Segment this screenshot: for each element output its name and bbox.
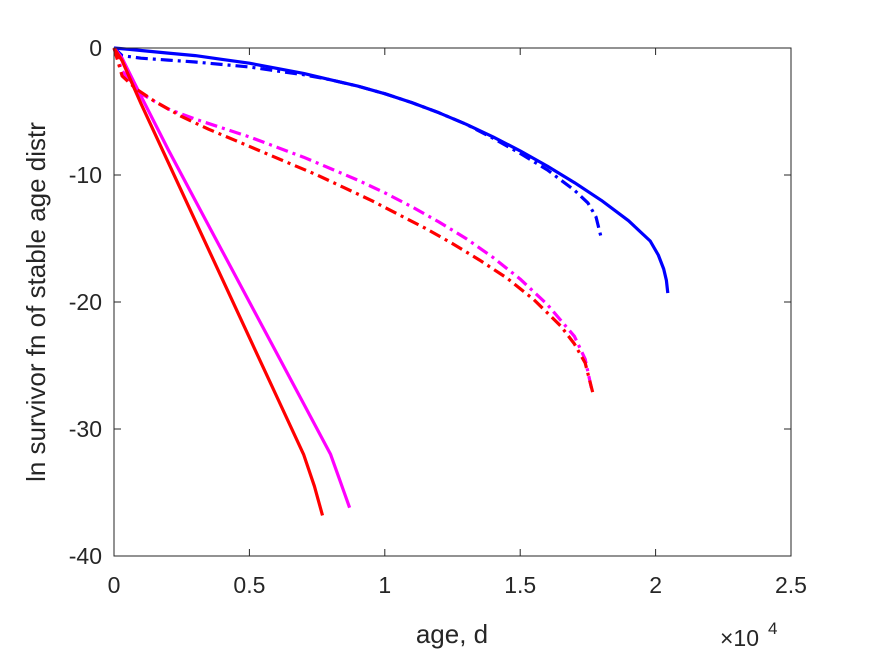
y-tick-label: -10 [69, 162, 102, 188]
x-axis-label: age, d [416, 619, 488, 649]
plot-area [114, 48, 791, 556]
y-tick-label: -30 [69, 416, 102, 442]
x-exponent-base: ×10 [720, 625, 759, 651]
y-tick-label: 0 [89, 35, 102, 61]
x-tick-label: 2 [649, 572, 662, 598]
y-tick-label: -40 [69, 543, 102, 569]
series-line-5 [112, 47, 325, 516]
x-tick-label: 2.5 [775, 572, 807, 598]
x-tick-label: 1.5 [504, 572, 536, 598]
series-line-3 [112, 47, 352, 509]
series-line-4 [112, 47, 594, 392]
series-line-6 [112, 47, 595, 396]
x-axis-exponent: ×10 4 [720, 619, 777, 651]
x-tick-label: 1 [378, 572, 391, 598]
series-layer [112, 46, 670, 516]
x-tick-label: 0.5 [233, 572, 265, 598]
x-axis-ticks: 0 0.5 1 1.5 2 2.5 [108, 48, 807, 598]
x-exponent-power: 4 [768, 619, 777, 638]
y-tick-label: -20 [69, 289, 102, 315]
y-axis-label: ln survivor fn of stable age distr [21, 122, 51, 482]
y-axis-ticks: -40 -30 -20 -10 0 [69, 35, 791, 569]
x-tick-label: 0 [108, 572, 121, 598]
